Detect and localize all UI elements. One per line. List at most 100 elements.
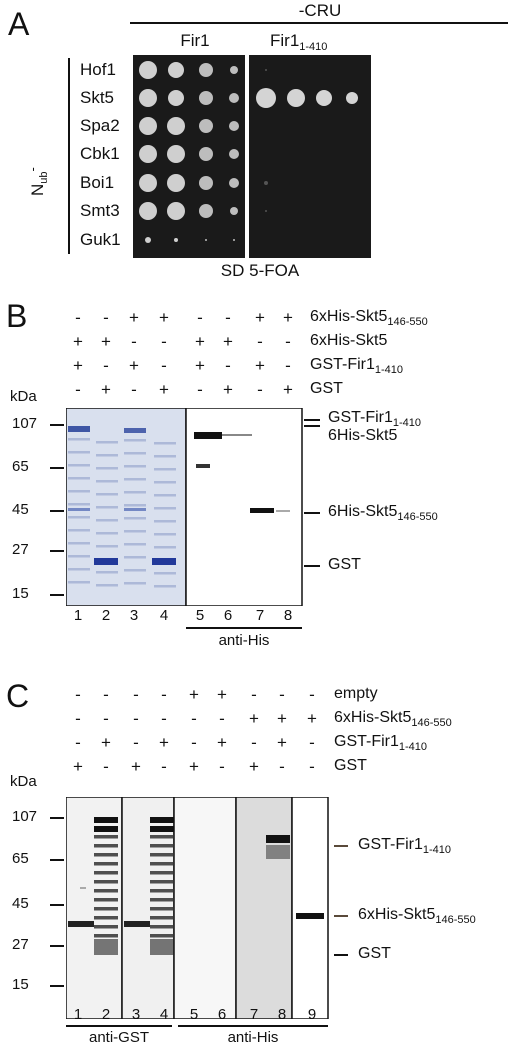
lane-number: 2 bbox=[101, 1006, 111, 1023]
sign-mark: + bbox=[277, 733, 287, 752]
band-pointer bbox=[334, 845, 348, 847]
sign-mark: + bbox=[101, 733, 111, 752]
sign-mark: - bbox=[161, 709, 167, 728]
sign-mark: - bbox=[219, 757, 225, 776]
row-label-smt3: Smt3 bbox=[80, 201, 120, 220]
colony-spot bbox=[229, 93, 239, 103]
sign-mark: - bbox=[197, 308, 203, 327]
band-label: GST-Fir11-410 bbox=[328, 409, 422, 429]
sign-mark: + bbox=[159, 380, 169, 399]
sign-mark: - bbox=[285, 332, 291, 351]
row-bracket-line bbox=[68, 58, 70, 254]
cru-bracket-line bbox=[130, 22, 508, 24]
sign-mark: - bbox=[309, 757, 315, 776]
panel-c-antigst-line bbox=[66, 1025, 172, 1027]
colony-spot bbox=[230, 66, 238, 74]
lane-number: 4 bbox=[159, 1006, 169, 1023]
band-pointer bbox=[304, 565, 320, 567]
colony-spot bbox=[316, 90, 332, 106]
lane-number: 3 bbox=[129, 607, 139, 624]
colony-spot bbox=[287, 89, 305, 107]
colony-spot bbox=[256, 88, 276, 108]
band-pointer bbox=[304, 512, 320, 514]
marker-tick bbox=[50, 467, 64, 469]
colony-spot bbox=[167, 174, 185, 192]
marker-tick bbox=[50, 904, 64, 906]
colony-spot bbox=[168, 62, 184, 78]
sign-mark: - bbox=[103, 308, 109, 327]
marker-label: 65 bbox=[12, 458, 29, 475]
colony-spot bbox=[167, 117, 185, 135]
sign-mark: + bbox=[73, 356, 83, 375]
sign-row-label: 6xHis-Skt5146-550 bbox=[334, 709, 452, 729]
row-label-cbk1: Cbk1 bbox=[80, 144, 120, 163]
sign-mark: - bbox=[225, 308, 231, 327]
marker-tick bbox=[50, 945, 64, 947]
sign-mark: - bbox=[133, 733, 139, 752]
sign-mark: - bbox=[161, 757, 167, 776]
marker-label: 107 bbox=[12, 808, 38, 825]
marker-label: 15 bbox=[12, 585, 29, 602]
colony-spot bbox=[264, 181, 268, 185]
colony-spot bbox=[145, 237, 151, 243]
colony-spot bbox=[230, 207, 238, 215]
lane-number: 6 bbox=[223, 607, 233, 624]
sign-mark: - bbox=[279, 757, 285, 776]
colony-spot bbox=[168, 90, 184, 106]
panel-b-kda-label: kDa bbox=[10, 388, 37, 405]
sign-mark: - bbox=[103, 685, 109, 704]
sign-mark: + bbox=[249, 757, 259, 776]
sign-mark: - bbox=[75, 380, 81, 399]
band-pointer bbox=[304, 425, 320, 427]
sign-mark: - bbox=[257, 380, 263, 399]
band-label: 6His-Skt5 bbox=[328, 427, 398, 444]
colony-spot bbox=[265, 69, 267, 71]
lane-number: 7 bbox=[255, 607, 265, 624]
sign-mark: - bbox=[191, 709, 197, 728]
sign-row-label: GST bbox=[310, 380, 343, 397]
colony-spot bbox=[139, 202, 157, 220]
marker-label: 15 bbox=[12, 976, 29, 993]
marker-tick bbox=[50, 510, 64, 512]
sign-mark: + bbox=[223, 380, 233, 399]
sign-mark: - bbox=[161, 685, 167, 704]
sign-mark: - bbox=[75, 685, 81, 704]
band-pointer bbox=[304, 419, 320, 421]
panel-b-antihis-label: anti-His bbox=[218, 632, 270, 649]
fir1-truncated-column-label: Fir11-410 bbox=[270, 31, 328, 53]
lane-number: 4 bbox=[159, 607, 169, 624]
marker-label: 27 bbox=[12, 936, 29, 953]
colony-spot bbox=[346, 92, 358, 104]
marker-tick bbox=[50, 817, 64, 819]
panel-c-blot bbox=[66, 797, 329, 1019]
sign-row-label: 6xHis-Skt5146-550 bbox=[310, 308, 428, 328]
marker-label: 45 bbox=[12, 501, 29, 518]
sign-mark: - bbox=[225, 356, 231, 375]
sign-mark: - bbox=[133, 685, 139, 704]
colony-spot bbox=[174, 238, 178, 242]
band-pointer bbox=[334, 915, 348, 917]
sign-mark: - bbox=[75, 709, 81, 728]
sign-mark: - bbox=[103, 356, 109, 375]
colony-spot bbox=[229, 121, 239, 131]
panel-c-antigst-label: anti-GST bbox=[88, 1029, 149, 1046]
lane-number: 1 bbox=[73, 1006, 83, 1023]
colony-spot bbox=[139, 61, 157, 79]
lane-number: 5 bbox=[195, 607, 205, 624]
panel-c-kda-label: kDa bbox=[10, 773, 37, 790]
colony-spot bbox=[139, 117, 157, 135]
row-label-spa2: Spa2 bbox=[80, 116, 120, 135]
sign-mark: + bbox=[73, 757, 83, 776]
lane-number: 8 bbox=[277, 1006, 287, 1023]
sign-mark: + bbox=[217, 685, 227, 704]
lane-number: 2 bbox=[101, 607, 111, 624]
marker-tick bbox=[50, 985, 64, 987]
sign-mark: - bbox=[131, 332, 137, 351]
sign-mark: - bbox=[279, 685, 285, 704]
sign-mark: - bbox=[197, 380, 203, 399]
lane-number: 9 bbox=[307, 1006, 317, 1023]
sign-mark: - bbox=[285, 356, 291, 375]
band-label: GST bbox=[358, 945, 391, 962]
marker-label: 65 bbox=[12, 850, 29, 867]
colony-spot bbox=[199, 204, 213, 218]
